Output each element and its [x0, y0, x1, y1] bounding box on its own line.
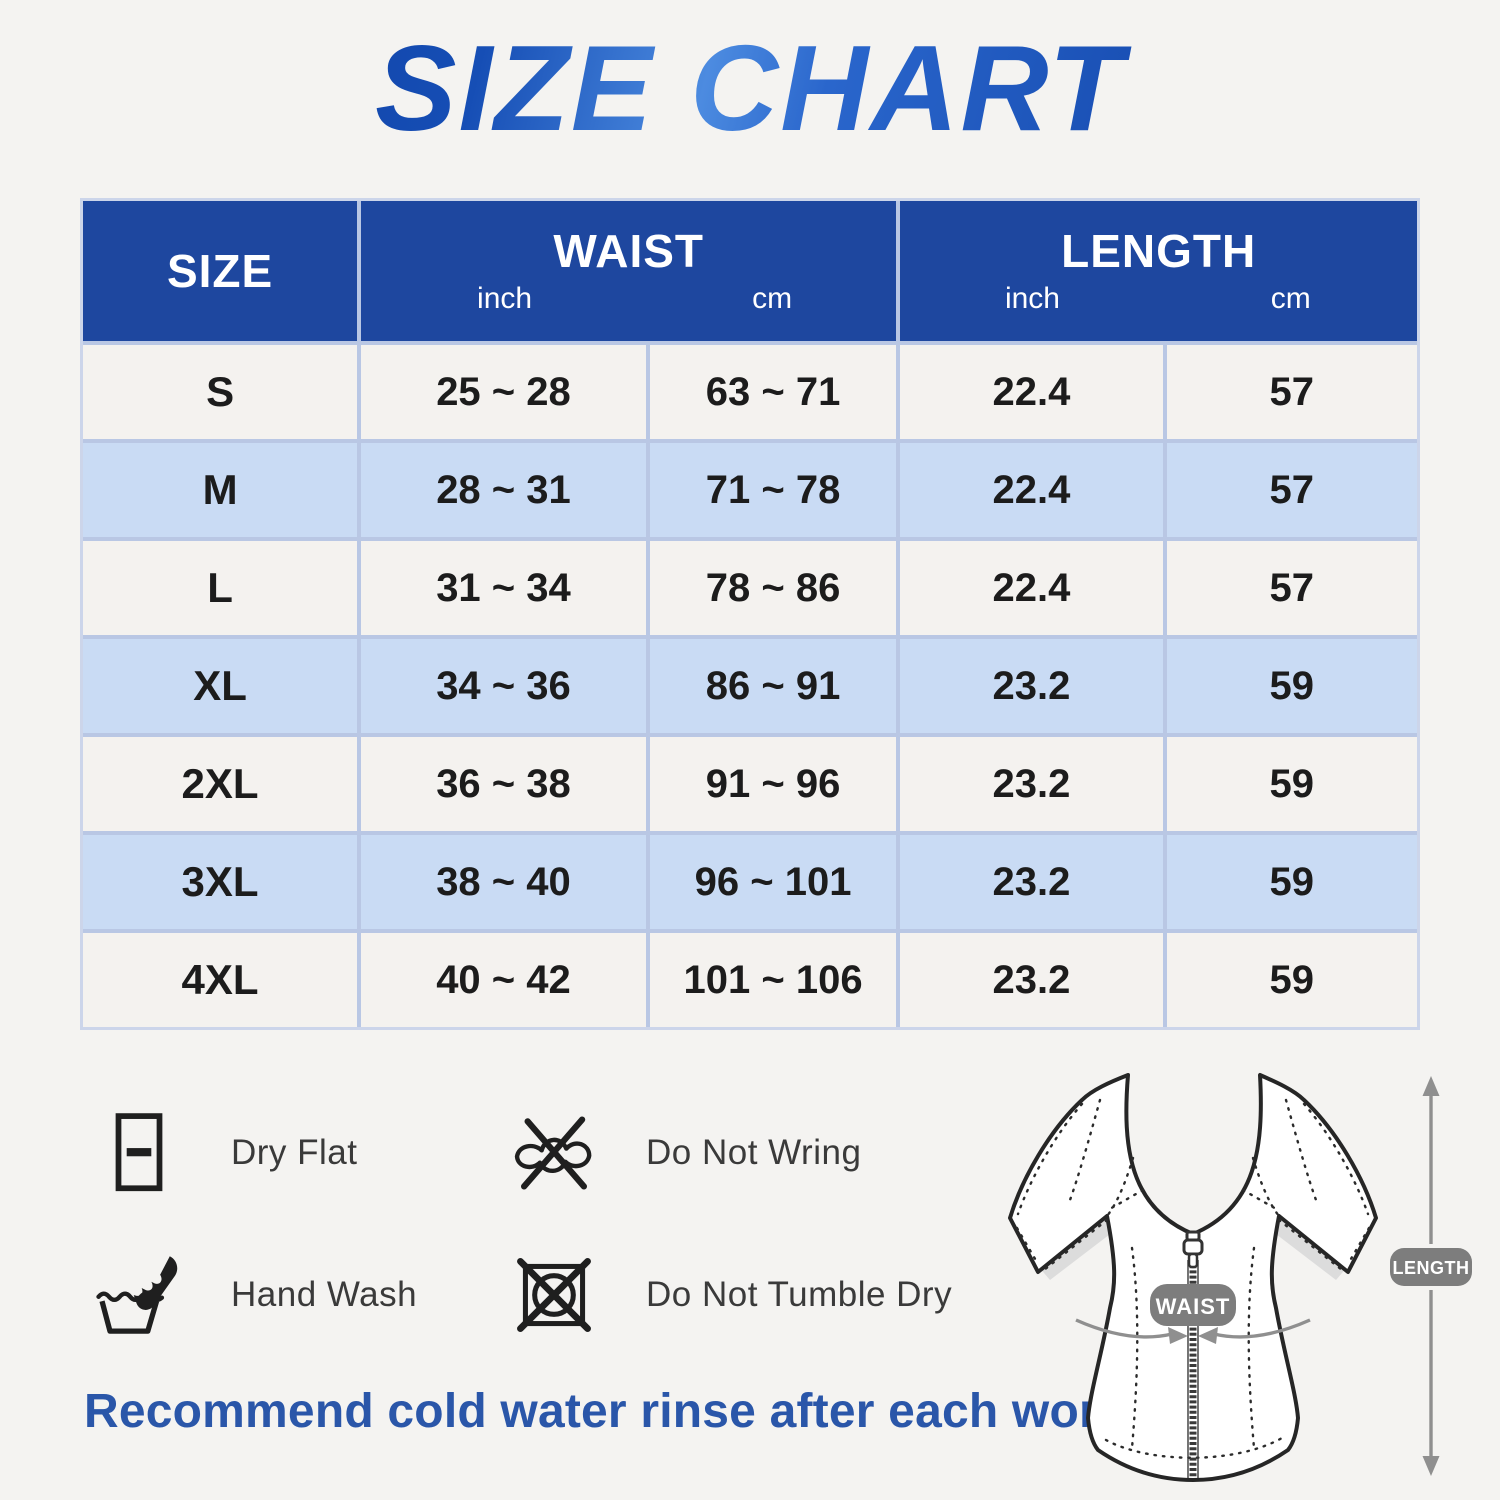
waist-cm-cell: 71 ~ 78: [649, 443, 897, 537]
header-length: LENGTH inch cm: [900, 201, 1417, 341]
waist-inch-cell: 25 ~ 28: [361, 345, 646, 439]
length-cm-cell: 57: [1166, 443, 1417, 537]
waist-inch-unit: inch: [477, 282, 533, 315]
care-label: Hand Wash: [231, 1275, 418, 1314]
length-cm-cell: 59: [1166, 835, 1417, 929]
header-length-units: inch cm: [900, 284, 1417, 314]
length-badge: LENGTH: [1390, 1248, 1472, 1286]
waist-inch-cell: 38 ~ 40: [361, 835, 646, 929]
waist-inch-cell: 34 ~ 36: [361, 639, 646, 733]
waist-inch-cell: 36 ~ 38: [361, 737, 646, 831]
length-cm-unit: cm: [1270, 282, 1311, 315]
length-cm-cell: 59: [1166, 933, 1417, 1027]
size-cell: XL: [83, 639, 358, 733]
waist-cm-cell: 63 ~ 71: [649, 345, 897, 439]
length-badge-label: LENGTH: [1393, 1258, 1470, 1278]
waist-cm-cell: 78 ~ 86: [649, 541, 897, 635]
waist-inch-cell: 40 ~ 42: [361, 933, 646, 1027]
garment-diagram: WAIST LENGTH: [1008, 1073, 1472, 1482]
care-item-hand-wash: Hand Wash: [95, 1224, 510, 1366]
size-cell: S: [83, 345, 358, 439]
hand-wash-icon: [95, 1251, 183, 1339]
size-cell: M: [83, 443, 358, 537]
care-label: Do Not Wring: [646, 1133, 862, 1172]
header-size-label: SIZE: [166, 245, 274, 297]
waist-arrowhead-left: [1168, 1327, 1188, 1344]
length-inch-cell: 23.2: [900, 737, 1163, 831]
size-table: SIZE WAIST inch cm LENGTH inch cm S 25 ~…: [80, 198, 1420, 1030]
right-underarm-shade: [1268, 1216, 1348, 1280]
length-cm-cell: 57: [1166, 345, 1417, 439]
size-cell: 4XL: [83, 933, 358, 1027]
waist-cm-cell: 86 ~ 91: [649, 639, 897, 733]
header-length-label: LENGTH: [1061, 225, 1257, 277]
note-text: Recommend cold water rinse after each wo…: [84, 1385, 1214, 1438]
length-cm-cell: 59: [1166, 737, 1417, 831]
header-waist-label: WAIST: [553, 225, 705, 277]
dry-flat-icon: [95, 1109, 183, 1197]
waist-cm-cell: 96 ~ 101: [649, 835, 897, 929]
care-label: Dry Flat: [231, 1133, 358, 1172]
length-arrowhead-bottom: [1422, 1456, 1440, 1476]
waist-cm-cell: 91 ~ 96: [649, 737, 897, 831]
waist-arrows: [1075, 1318, 1311, 1339]
waist-arrowhead-right: [1198, 1327, 1218, 1344]
care-instructions: Dry Flat Do Not Wring Hand Wash: [95, 1082, 995, 1366]
header-waist-units: inch cm: [361, 284, 896, 314]
do-not-tumble-dry-icon: [510, 1251, 598, 1339]
length-cm-cell: 57: [1166, 541, 1417, 635]
care-item-dry-flat: Dry Flat: [95, 1082, 510, 1224]
length-arrowhead-top: [1422, 1076, 1440, 1096]
length-inch-cell: 23.2: [900, 933, 1163, 1027]
seam-lines: [1015, 1098, 1371, 1459]
waist-inch-cell: 28 ~ 31: [361, 443, 646, 537]
waist-badge-label: WAIST: [1156, 1294, 1231, 1319]
header-size: SIZE: [83, 201, 358, 341]
header-waist: WAIST inch cm: [361, 201, 897, 341]
waist-inch-cell: 31 ~ 34: [361, 541, 646, 635]
waist-cm-unit: cm: [752, 282, 793, 315]
length-inch-cell: 23.2: [900, 835, 1163, 929]
do-not-wring-icon: [510, 1109, 598, 1197]
length-inch-unit: inch: [1004, 282, 1060, 315]
length-inch-cell: 22.4: [900, 541, 1163, 635]
length-inch-cell: 22.4: [900, 345, 1163, 439]
waist-badge: WAIST: [1150, 1284, 1236, 1326]
size-cell: L: [83, 541, 358, 635]
care-item-do-not-tumble-dry: Do Not Tumble Dry: [510, 1224, 995, 1366]
size-cell: 3XL: [83, 835, 358, 929]
length-inch-cell: 23.2: [900, 639, 1163, 733]
left-underarm-shade: [1038, 1216, 1118, 1280]
care-item-do-not-wring: Do Not Wring: [510, 1082, 995, 1224]
size-cell: 2XL: [83, 737, 358, 831]
care-label: Do Not Tumble Dry: [646, 1275, 953, 1314]
length-cm-cell: 59: [1166, 639, 1417, 733]
page-title: SIZE CHART: [0, 18, 1500, 158]
waist-cm-cell: 101 ~ 106: [649, 933, 897, 1027]
length-inch-cell: 22.4: [900, 443, 1163, 537]
